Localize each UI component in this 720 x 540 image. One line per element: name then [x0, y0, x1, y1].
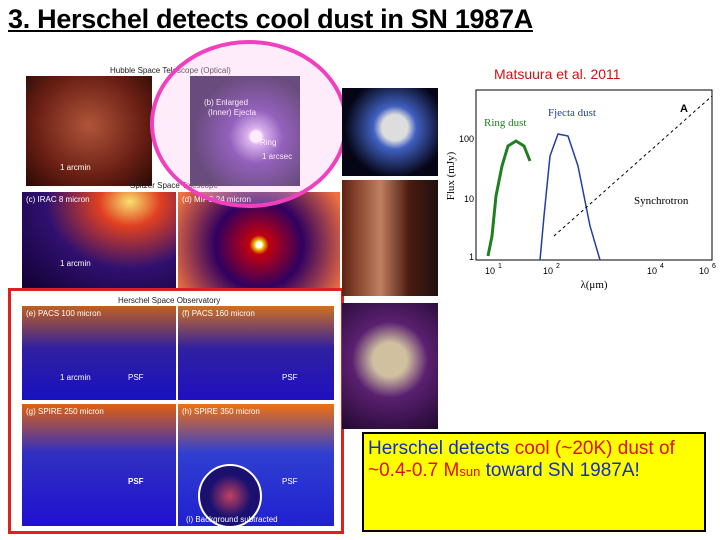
y-axis-label: Flux (mJy)	[445, 151, 457, 200]
x-tick-exponent: 6	[712, 263, 716, 270]
spire250-image	[22, 404, 176, 526]
citation: Matsuura et al. 2011	[494, 66, 621, 82]
irac-image	[22, 192, 176, 288]
x-tick-label: 10	[699, 266, 709, 276]
callout-subscript: sun	[459, 464, 481, 479]
psf-label: PSF	[282, 373, 298, 382]
ring-dust-curve	[486, 139, 532, 257]
panel-label: (a)	[26, 82, 36, 91]
title: 3. Herschel detects cool dust in SN 1987…	[8, 4, 533, 34]
panel-label: A	[680, 103, 688, 115]
x-tick-label: 10	[485, 266, 495, 276]
ring-dust-label: Ring dust	[484, 117, 526, 129]
panel-label: (f) PACS 160 micron	[182, 309, 255, 318]
plot-frame	[475, 89, 713, 261]
panel-label: (h) SPIRE 350 micron	[182, 407, 260, 416]
panel-label: (c) IRAC 8 micron	[26, 195, 90, 204]
psf-label: PSF	[282, 477, 298, 486]
subtracted-inset	[198, 464, 262, 528]
y-tick-label: 100	[459, 134, 474, 144]
highlight-circle	[150, 40, 348, 208]
pacs160-image	[178, 306, 334, 400]
callout-highlight: cool (~20K)	[514, 438, 613, 459]
hubble-photo	[342, 88, 438, 176]
x-tick-exponent: 1	[498, 263, 502, 270]
x-tick-exponent: 2	[556, 263, 560, 270]
scale-label: 1 arcmin	[60, 373, 91, 382]
panel-label: (g) SPIRE 250 micron	[26, 407, 104, 416]
panel-label: (e) PACS 100 micron	[26, 309, 101, 318]
panel-label: (i) Background subtracted	[186, 515, 278, 524]
callout-box: Herschel detects cool (~20K) dust of ~0.…	[362, 432, 706, 532]
callout-text: toward SN 1987A!	[480, 460, 640, 481]
spitzer-heading: Spitzer Space Telescope	[130, 181, 218, 190]
scale-label: 1 arcmin	[60, 259, 91, 268]
synchrotron-line	[553, 95, 713, 237]
mips-image	[178, 192, 340, 288]
psf-label: PSF	[128, 373, 144, 382]
x-tick-label: 10	[543, 266, 553, 276]
scale-label: 1 arcmin	[60, 163, 91, 172]
psf-label: PSF	[128, 477, 144, 486]
callout-text: Herschel detects	[368, 438, 515, 459]
spitzer-photo	[342, 180, 438, 296]
herschel-heading: Herschel Space Observatory	[118, 296, 221, 305]
sed-plot: Flux (mJy) λ(μm) 100 10 1 10 1 10 2 10 4 10 6 R…	[445, 89, 716, 291]
hubble-heading: Hubble Space Telescope (Optical)	[110, 66, 231, 75]
ejecta-label: Fjecta dust	[548, 107, 596, 119]
callout-highlight: dust of ~0.4-0.7 M	[368, 438, 675, 481]
ejecta-curve	[539, 133, 601, 261]
hubble-image	[26, 76, 152, 186]
y-tick-label: 10	[464, 194, 474, 204]
x-axis-label: λ(μm)	[580, 279, 607, 291]
x-tick-label: 10	[647, 266, 657, 276]
y-tick-label: 1	[469, 252, 474, 262]
x-tick-exponent: 4	[660, 263, 664, 270]
pacs100-image	[22, 306, 176, 400]
herschel-photo	[342, 303, 438, 429]
synchrotron-label: Synchrotron	[634, 195, 689, 207]
